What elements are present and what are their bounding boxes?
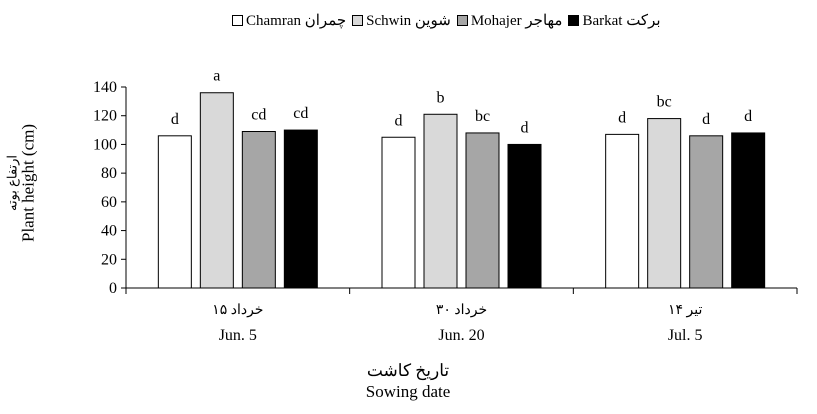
x-axis-title-fa: تاریخ کاشت (366, 360, 451, 381)
y-tick-label: 140 (93, 79, 117, 96)
bar (732, 133, 765, 288)
bar (242, 132, 275, 288)
bar (424, 114, 457, 288)
significance-letter: cd (293, 105, 308, 122)
bar (284, 130, 317, 288)
significance-letter: bc (657, 94, 672, 111)
y-axis-title-en: Plant height (cm) (20, 124, 39, 242)
bar (382, 137, 415, 288)
y-tick-label: 120 (93, 108, 117, 125)
y-tick-label: 60 (101, 194, 117, 211)
bar (158, 136, 191, 288)
bar (200, 93, 233, 288)
significance-letter: d (171, 111, 179, 128)
y-tick-label: 80 (101, 165, 117, 182)
y-axis-title-fa: ارتفاع بوته (6, 124, 20, 242)
bar (648, 119, 681, 288)
significance-letter: d (395, 112, 403, 129)
bar (466, 133, 499, 288)
x-axis-title: تاریخ کاشت Sowing date (366, 360, 451, 403)
x-tick-label-en: Jun. 20 (438, 327, 484, 344)
y-tick-label: 40 (101, 223, 117, 240)
significance-letter: a (213, 68, 220, 85)
x-tick-label-fa: ۳۰ خرداد (436, 303, 487, 318)
significance-letter: d (521, 119, 529, 136)
bar (508, 144, 541, 288)
x-axis-title-en: Sowing date (366, 381, 451, 402)
x-tick-label-fa: ۱۵ خرداد (212, 303, 263, 318)
bar (690, 136, 723, 288)
y-tick-label: 0 (109, 280, 117, 297)
significance-letter: b (437, 89, 445, 106)
significance-letter: d (702, 111, 710, 128)
y-tick-label: 20 (101, 251, 117, 268)
y-tick-label: 100 (93, 136, 117, 153)
significance-letter: bc (475, 108, 490, 125)
x-tick-label-fa: ۱۴ تیر (668, 303, 702, 318)
x-tick-label-en: Jul. 5 (668, 327, 703, 344)
bar (606, 134, 639, 288)
x-tick-label-en: Jun. 5 (219, 327, 257, 344)
significance-letter: cd (251, 107, 266, 124)
significance-letter: d (618, 109, 626, 126)
significance-letter: d (744, 108, 752, 125)
